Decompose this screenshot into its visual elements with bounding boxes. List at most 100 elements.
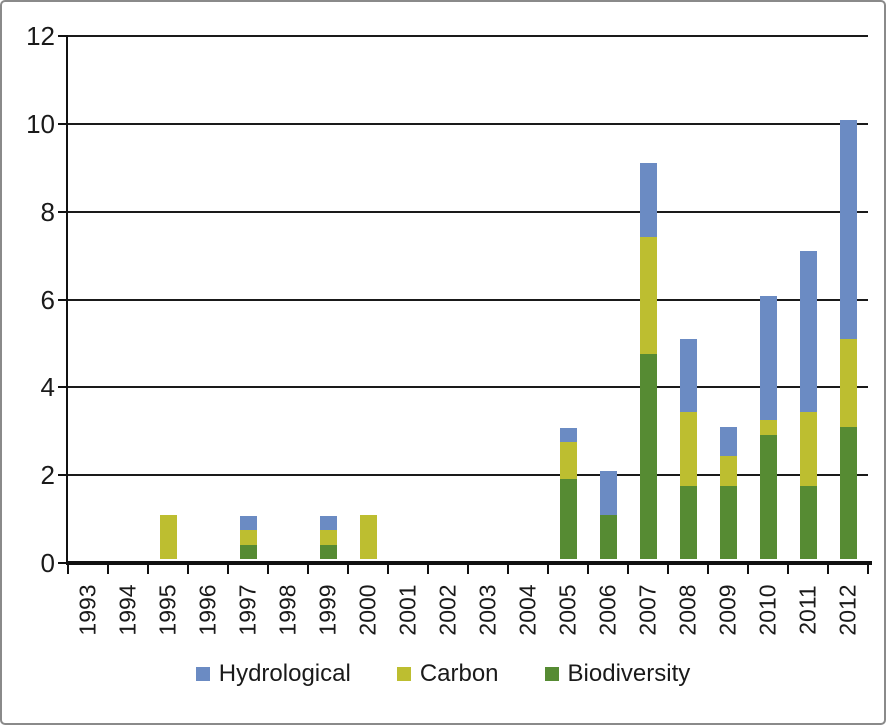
bar-2009-biodiversity-segment bbox=[719, 485, 737, 559]
legend-label-carbon: Carbon bbox=[419, 660, 499, 687]
biodiversity-swatch-icon bbox=[544, 667, 559, 681]
bar-2007-biodiversity-segment bbox=[639, 353, 657, 559]
bar-1999-biodiversity-segment bbox=[319, 544, 337, 559]
x-axis-tick-10 bbox=[467, 563, 469, 574]
x-axis-label-2005: 2005 bbox=[554, 584, 581, 636]
carbon-swatch-icon bbox=[396, 667, 411, 681]
bar-1997-carbon-segment bbox=[239, 530, 257, 545]
x-axis-tick-19 bbox=[827, 563, 829, 574]
y-axis-line bbox=[66, 36, 68, 565]
gridline-y-10 bbox=[68, 122, 868, 125]
legend-item-carbon: Carbon bbox=[396, 660, 499, 688]
bar-2010-carbon-segment bbox=[759, 420, 777, 435]
hydrological-swatch-icon bbox=[195, 667, 210, 681]
gridline-y-2 bbox=[68, 474, 868, 477]
y-axis-label-0: 0 bbox=[40, 548, 55, 578]
x-axis-label-2007: 2007 bbox=[634, 584, 661, 636]
x-axis-tick-4 bbox=[227, 563, 229, 574]
legend-label-hydrological: Hydrological bbox=[218, 660, 351, 687]
x-axis-tick-11 bbox=[507, 563, 509, 574]
bar-2005-carbon-segment bbox=[559, 442, 577, 479]
legend-item-hydrological: Hydrological bbox=[195, 660, 351, 688]
y-axis-label-8: 8 bbox=[40, 196, 55, 227]
y-axis-label-12: 12 bbox=[26, 21, 55, 51]
x-axis-tick-18 bbox=[787, 563, 789, 574]
y-axis-tick-2 bbox=[58, 474, 68, 477]
bar-2007-carbon-segment bbox=[639, 236, 657, 354]
bar-2009-carbon-segment bbox=[719, 456, 737, 486]
bar-2000-carbon-segment bbox=[359, 515, 377, 559]
x-axis-label-2001: 2001 bbox=[394, 584, 421, 636]
chart-legend: Hydrological Carbon Biodiversity bbox=[2, 660, 884, 688]
x-axis-label-1998: 1998 bbox=[274, 584, 301, 636]
y-axis-tick-8 bbox=[58, 210, 68, 213]
x-axis-line bbox=[68, 561, 872, 565]
x-axis-tick-2 bbox=[147, 563, 149, 574]
bar-2008-carbon-segment bbox=[679, 412, 697, 486]
bar-1997-biodiversity-segment bbox=[239, 544, 257, 559]
x-axis-label-2006: 2006 bbox=[594, 584, 621, 636]
bar-2005-biodiversity-segment bbox=[559, 478, 577, 559]
bar-2012-biodiversity-segment bbox=[839, 427, 857, 559]
legend-item-biodiversity: Biodiversity bbox=[544, 660, 691, 688]
gridline-y-4 bbox=[68, 386, 868, 389]
x-axis-label-2002: 2002 bbox=[434, 584, 461, 636]
x-axis-tick-6 bbox=[307, 563, 309, 574]
x-axis-label-1997: 1997 bbox=[234, 584, 261, 636]
y-axis-tick-12 bbox=[58, 35, 68, 37]
x-axis-tick-16 bbox=[707, 563, 709, 574]
bar-2010-biodiversity-segment bbox=[759, 434, 777, 559]
x-axis-tick-12 bbox=[547, 563, 549, 574]
bar-2011-biodiversity-segment bbox=[799, 485, 817, 559]
x-axis-label-1999: 1999 bbox=[314, 584, 341, 636]
x-axis-tick-0 bbox=[67, 563, 69, 574]
bar-2008-biodiversity-segment bbox=[679, 485, 697, 559]
y-axis-label-6: 6 bbox=[40, 284, 55, 315]
x-axis-tick-5 bbox=[267, 563, 269, 574]
y-axis-tick-0 bbox=[58, 562, 68, 564]
bar-2012-carbon-segment bbox=[839, 339, 857, 428]
legend-label-biodiversity: Biodiversity bbox=[567, 660, 691, 687]
x-axis-tick-1 bbox=[107, 563, 109, 574]
x-axis-label-2012: 2012 bbox=[834, 584, 861, 636]
x-axis-label-1996: 1996 bbox=[194, 584, 221, 636]
x-axis-label-2009: 2009 bbox=[714, 584, 741, 636]
x-axis-label-2011: 2011 bbox=[794, 585, 821, 635]
x-axis-label-1993: 1993 bbox=[74, 584, 101, 636]
y-axis-tick-6 bbox=[58, 298, 68, 301]
bar-2010-hydrological-segment bbox=[759, 295, 777, 421]
bar-1999-carbon-segment bbox=[319, 530, 337, 545]
bar-2006-biodiversity-segment bbox=[599, 515, 617, 559]
bar-2007-hydrological-segment bbox=[639, 163, 657, 237]
gridline-y-6 bbox=[68, 298, 868, 301]
bar-1995-carbon-segment bbox=[159, 515, 177, 559]
gridline-y-12 bbox=[68, 35, 868, 37]
bar-2005-hydrological-segment bbox=[559, 427, 577, 443]
bar-2012-hydrological-segment bbox=[839, 119, 857, 340]
x-axis-tick-9 bbox=[427, 563, 429, 574]
x-axis-label-2010: 2010 bbox=[754, 584, 781, 636]
y-axis-tick-10 bbox=[58, 122, 68, 125]
bar-2011-hydrological-segment bbox=[799, 251, 817, 413]
x-axis-tick-15 bbox=[667, 563, 669, 574]
gridline-y-8 bbox=[68, 210, 868, 213]
x-axis-tick-13 bbox=[587, 563, 589, 574]
bar-2008-hydrological-segment bbox=[679, 339, 697, 413]
x-axis-tick-17 bbox=[747, 563, 749, 574]
x-axis-label-1994: 1994 bbox=[114, 584, 141, 636]
bar-1997-hydrological-segment bbox=[239, 515, 257, 531]
bar-2011-carbon-segment bbox=[799, 412, 817, 486]
x-axis-label-2008: 2008 bbox=[674, 584, 701, 636]
x-axis-tick-20 bbox=[867, 563, 869, 574]
y-axis-tick-4 bbox=[58, 386, 68, 389]
x-axis-label-2004: 2004 bbox=[514, 584, 541, 636]
x-axis-label-2003: 2003 bbox=[474, 584, 501, 636]
bar-1999-hydrological-segment bbox=[319, 515, 337, 531]
x-axis-tick-3 bbox=[187, 563, 189, 574]
x-axis-tick-14 bbox=[627, 563, 629, 574]
y-axis-label-10: 10 bbox=[26, 108, 55, 139]
x-axis-label-1995: 1995 bbox=[154, 584, 181, 636]
y-axis-label-4: 4 bbox=[40, 372, 55, 403]
x-axis-tick-8 bbox=[387, 563, 389, 574]
